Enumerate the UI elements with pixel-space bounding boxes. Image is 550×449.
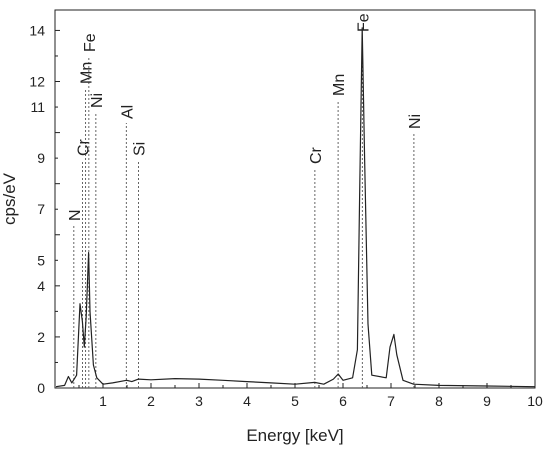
y-tick-label: 2	[37, 329, 45, 345]
x-tick-label: 7	[387, 393, 395, 409]
plot-frame	[54, 9, 536, 389]
y-axis-ticks: 0 2 4 5 7 9 11 12 14	[29, 22, 60, 396]
y-tick-label: 0	[37, 380, 45, 396]
marker-label-mn: Mn	[79, 62, 96, 84]
element-marker-labels: N Cr Mn Fe Ni Al Si Cr Mn Fe Ni	[67, 13, 424, 221]
y-tick-label: 7	[37, 201, 45, 217]
y-tick-label: 11	[30, 99, 45, 115]
spectrum-series	[55, 27, 536, 388]
marker-label-ni: Ni	[407, 114, 424, 129]
x-tick-label: 8	[435, 393, 443, 409]
y-tick-label: 4	[37, 278, 45, 294]
x-tick-label: 5	[291, 393, 299, 409]
x-tick-label: 9	[483, 393, 491, 409]
x-tick-label: 10	[527, 393, 543, 409]
marker-label-fe: Fe	[82, 33, 99, 52]
element-marker-lines	[73, 36, 415, 388]
marker-label-n: N	[67, 209, 84, 221]
marker-label-ni: Ni	[89, 93, 106, 108]
x-axis-ticks: 1 2 3 4 5 6 7 8 9 10	[78, 383, 543, 409]
spectrum-line	[55, 27, 536, 388]
y-tick-label: 5	[37, 252, 45, 268]
x-tick-label: 4	[243, 393, 251, 409]
marker-label-cr: Cr	[308, 146, 325, 164]
y-tick-label: 9	[37, 150, 45, 166]
x-axis-title: Energy [keV]	[246, 426, 343, 445]
x-tick-label: 3	[195, 393, 203, 409]
marker-label-mn: Mn	[331, 74, 348, 96]
marker-label-si: Si	[132, 142, 149, 156]
y-axis-title: cps/eV	[0, 172, 19, 225]
marker-label-al: Al	[119, 105, 136, 119]
x-tick-label: 2	[147, 393, 155, 409]
x-tick-label: 6	[339, 393, 347, 409]
marker-label-cr: Cr	[76, 138, 93, 156]
marker-label-fe: Fe	[355, 13, 372, 32]
y-tick-label: 14	[29, 22, 45, 38]
x-tick-label: 1	[99, 393, 107, 409]
y-tick-label: 12	[29, 74, 45, 90]
